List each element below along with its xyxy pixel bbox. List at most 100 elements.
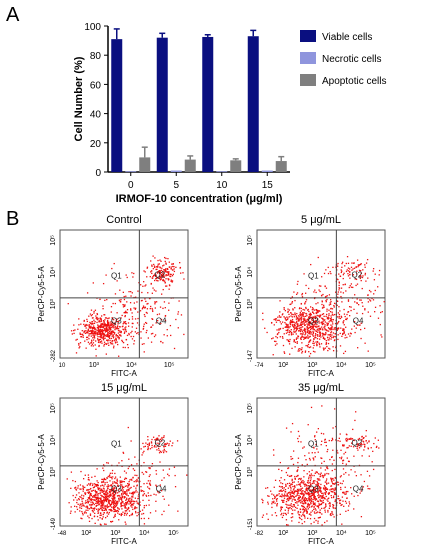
event-dot	[304, 351, 307, 353]
event-dot	[318, 503, 320, 505]
event-dot	[360, 337, 362, 340]
y-tick-label: 20	[90, 139, 102, 150]
event-dot	[331, 321, 334, 323]
event-dot	[278, 331, 280, 334]
event-dot	[292, 313, 294, 316]
event-dot	[367, 277, 369, 279]
event-dot	[344, 486, 346, 488]
event-dot	[329, 514, 332, 516]
event-dot	[279, 480, 281, 482]
event-dot	[155, 439, 157, 441]
event-dot	[306, 345, 309, 347]
event-dot	[160, 269, 163, 271]
event-dot	[329, 501, 331, 504]
event-dot	[299, 333, 302, 335]
event-dot	[331, 490, 333, 493]
event-dot	[357, 347, 359, 349]
event-dot	[276, 502, 279, 505]
event-dot	[364, 274, 366, 276]
event-dot	[159, 484, 161, 486]
event-dot	[86, 484, 88, 486]
event-dot	[119, 326, 121, 328]
panel-a-letter: A	[6, 4, 20, 26]
event-dot	[303, 510, 306, 512]
event-dot	[307, 502, 309, 505]
event-dot	[102, 481, 104, 483]
event-dot	[281, 516, 284, 519]
event-dot	[113, 496, 115, 499]
event-dot	[132, 500, 134, 502]
event-dot	[122, 291, 125, 294]
event-dot	[122, 303, 124, 306]
event-dot	[163, 275, 165, 277]
event-dot	[348, 286, 350, 289]
y-tick-label: 10³	[247, 299, 254, 310]
event-dot	[100, 332, 102, 335]
event-dot	[131, 272, 133, 274]
event-dot	[340, 458, 343, 460]
event-dot	[91, 326, 94, 329]
event-dot	[104, 507, 107, 510]
event-dot	[82, 497, 84, 500]
event-dot	[297, 350, 299, 352]
event-dot	[299, 484, 301, 486]
event-dot	[104, 317, 107, 319]
event-dot	[152, 268, 155, 270]
event-dot	[166, 473, 169, 475]
event-dot	[366, 485, 369, 487]
event-dot	[133, 502, 135, 505]
event-dot	[89, 514, 92, 516]
x-tick-label: 10²	[278, 362, 289, 369]
event-dot	[116, 478, 118, 480]
event-dot	[87, 492, 90, 494]
event-dot	[302, 503, 305, 505]
event-dot	[146, 482, 148, 485]
event-dot	[331, 456, 333, 459]
event-dot	[305, 336, 307, 339]
event-dot	[333, 306, 335, 308]
event-dot	[296, 494, 298, 496]
event-dot	[79, 346, 81, 348]
event-dot	[164, 315, 167, 317]
event-dot	[118, 491, 120, 493]
event-dot	[297, 466, 299, 469]
event-dot	[154, 301, 156, 303]
event-dot	[325, 488, 328, 490]
quadrant-label: Q1	[111, 272, 122, 281]
event-dot	[108, 494, 110, 496]
event-dot	[368, 289, 371, 292]
event-dot	[88, 517, 90, 519]
event-dot	[122, 341, 125, 344]
event-dot	[300, 338, 302, 340]
event-dot	[168, 271, 170, 273]
event-dot	[344, 493, 346, 495]
event-dot	[130, 505, 132, 507]
event-dot	[324, 325, 326, 328]
event-dot	[316, 481, 319, 484]
event-dot	[113, 495, 115, 497]
event-dot	[80, 470, 82, 473]
event-dot	[313, 506, 315, 508]
event-dot	[116, 320, 118, 323]
event-dot	[102, 308, 104, 310]
event-dot	[326, 467, 328, 469]
event-dot	[277, 494, 279, 496]
event-dot	[317, 302, 319, 304]
event-dot	[133, 302, 136, 304]
event-dot	[292, 485, 294, 488]
event-dot	[115, 489, 118, 492]
event-dot	[107, 513, 110, 515]
event-dot	[284, 491, 287, 493]
event-dot	[153, 493, 155, 495]
event-dot	[99, 517, 101, 519]
event-dot	[302, 447, 304, 449]
event-dot	[359, 275, 362, 277]
event-dot	[340, 315, 342, 318]
event-dot	[104, 516, 107, 519]
event-dot	[383, 301, 385, 303]
event-dot	[319, 503, 322, 506]
event-dot	[180, 272, 182, 274]
event-dot	[108, 317, 110, 319]
event-dot	[94, 328, 96, 330]
event-dot	[85, 327, 87, 329]
